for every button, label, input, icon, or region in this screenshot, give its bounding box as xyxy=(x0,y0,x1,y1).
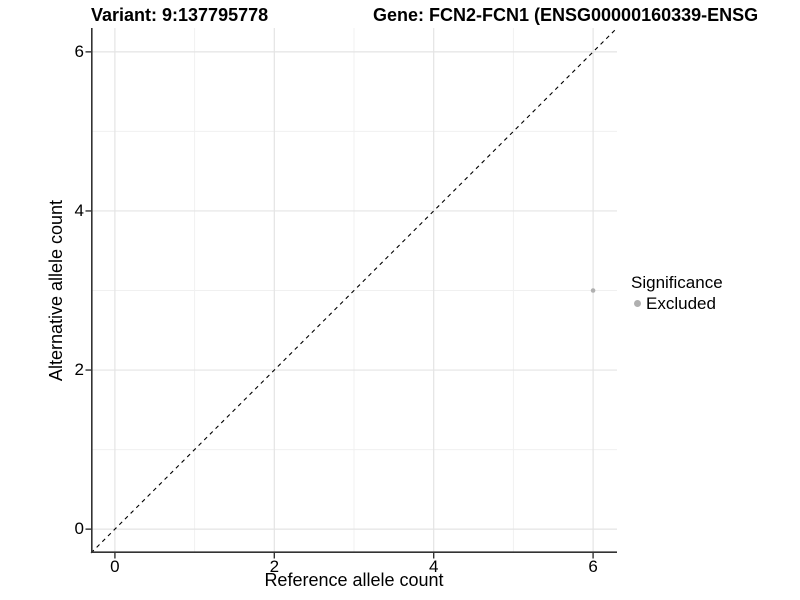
legend: Significance Excluded xyxy=(631,273,723,313)
y-tick-label: 4 xyxy=(74,200,84,220)
x-axis-title: Reference allele count xyxy=(264,570,444,590)
y-tick-label: 6 xyxy=(74,41,84,61)
plot-canvas xyxy=(85,27,618,559)
data-point-excluded xyxy=(590,288,596,293)
x-tick-label: 6 xyxy=(588,557,598,576)
plot-title-variant: Variant: 9:137795778 xyxy=(91,5,269,25)
y-tick-label: 0 xyxy=(74,519,84,539)
legend-title: Significance xyxy=(631,273,723,292)
x-tick-label: 2 xyxy=(269,557,280,576)
plot-panel xyxy=(85,27,618,559)
legend-entry-label: Excluded xyxy=(646,294,716,313)
x-tick-label: 4 xyxy=(428,557,439,576)
legend-dot-icon xyxy=(634,300,641,307)
y-axis-title: Alternative allele count xyxy=(46,199,66,382)
identity-line xyxy=(90,27,618,554)
x-tick-label: 0 xyxy=(110,557,120,576)
legend-entry-excluded: Excluded xyxy=(631,294,723,313)
y-tick-label: 2 xyxy=(74,360,84,380)
plot-title-gene: Gene: FCN2-FCN1 (ENSG00000160339-ENSG xyxy=(373,5,759,25)
